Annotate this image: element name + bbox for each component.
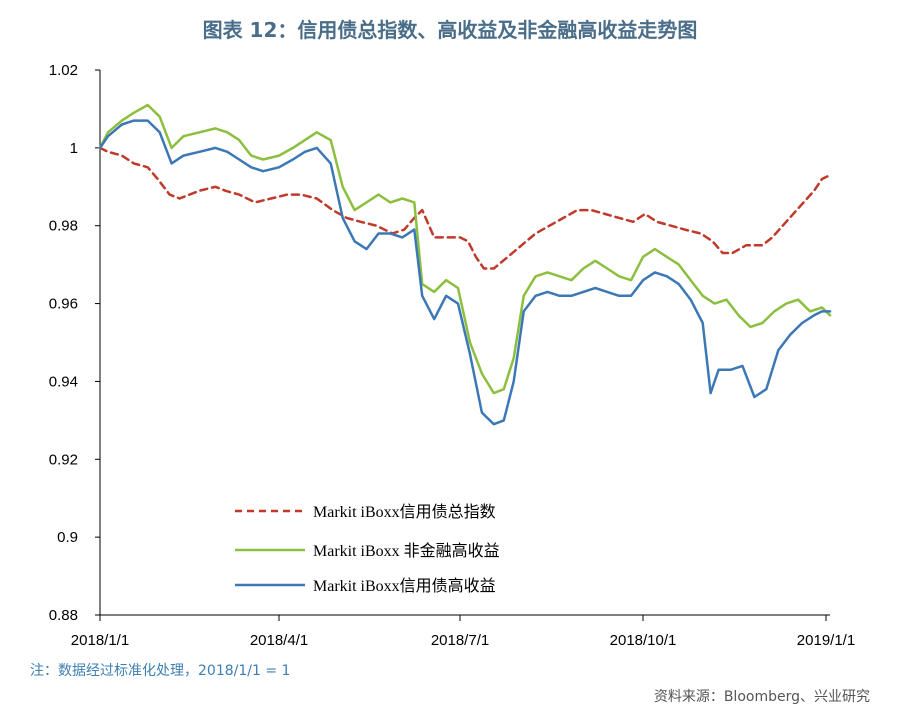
legend-label-series-credit-total: Markit iBoxx信用债总指数 <box>313 503 496 521</box>
y-tick-label: 0.94 <box>49 373 78 390</box>
chart-source: 资料来源：Bloomberg、兴业研究 <box>653 689 870 705</box>
x-tick-label: 2018/7/1 <box>431 632 489 649</box>
legend: Markit iBoxx信用债总指数 Markit iBoxx 非金融高收益 Mar… <box>235 503 500 595</box>
x-tick-label: 2019/1/1 <box>797 632 855 649</box>
x-tick-label: 2018/10/1 <box>610 632 677 649</box>
y-tick-label: 1 <box>70 140 78 157</box>
x-tick-label: 2018/1/1 <box>71 632 129 649</box>
chart-note: 注：数据经过标准化处理，2018/1/1 = 1 <box>30 663 291 679</box>
x-tick-label: 2018/4/1 <box>250 632 308 649</box>
y-tick-label: 0.98 <box>49 218 78 235</box>
series-credit-total-line <box>98 146 832 270</box>
series-nonfin-highyield-line <box>98 103 832 395</box>
series-credit-highyield-line <box>98 119 832 426</box>
axes: 0.88 0.9 0.92 0.94 0.96 0.98 1 1.02 2018/1/1 2018… <box>49 62 855 649</box>
chart-title: 图表 12：信用债总指数、高收益及非金融高收益走势图 <box>202 18 698 42</box>
y-tick-label: 0.96 <box>49 296 78 313</box>
y-tick-label: 0.92 <box>49 451 78 468</box>
legend-label-series-nonfin-highyield: Markit iBoxx 非金融高收益 <box>313 542 500 560</box>
series-layer <box>98 103 832 426</box>
y-tick-label: 0.9 <box>57 529 78 546</box>
y-tick-label: 0.88 <box>49 607 78 624</box>
y-tick-label: 1.02 <box>49 62 78 79</box>
legend-label-series-credit-highyield: Markit iBoxx信用债高收益 <box>313 577 496 595</box>
